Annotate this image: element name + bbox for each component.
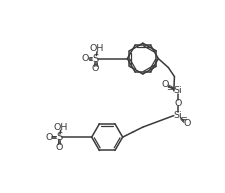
Text: OH: OH	[54, 123, 68, 132]
Text: OH: OH	[90, 44, 104, 53]
Text: O: O	[45, 133, 53, 142]
Text: O: O	[92, 64, 99, 73]
Text: O: O	[162, 80, 169, 89]
Text: O: O	[82, 54, 89, 63]
Text: =: =	[180, 114, 187, 123]
Text: Si: Si	[173, 111, 182, 120]
Text: O: O	[174, 99, 181, 108]
Text: S: S	[56, 132, 62, 142]
Text: S: S	[92, 54, 99, 63]
Text: O: O	[55, 143, 63, 152]
Text: Si: Si	[173, 86, 182, 95]
Text: O: O	[183, 119, 191, 128]
Text: =: =	[166, 84, 173, 93]
